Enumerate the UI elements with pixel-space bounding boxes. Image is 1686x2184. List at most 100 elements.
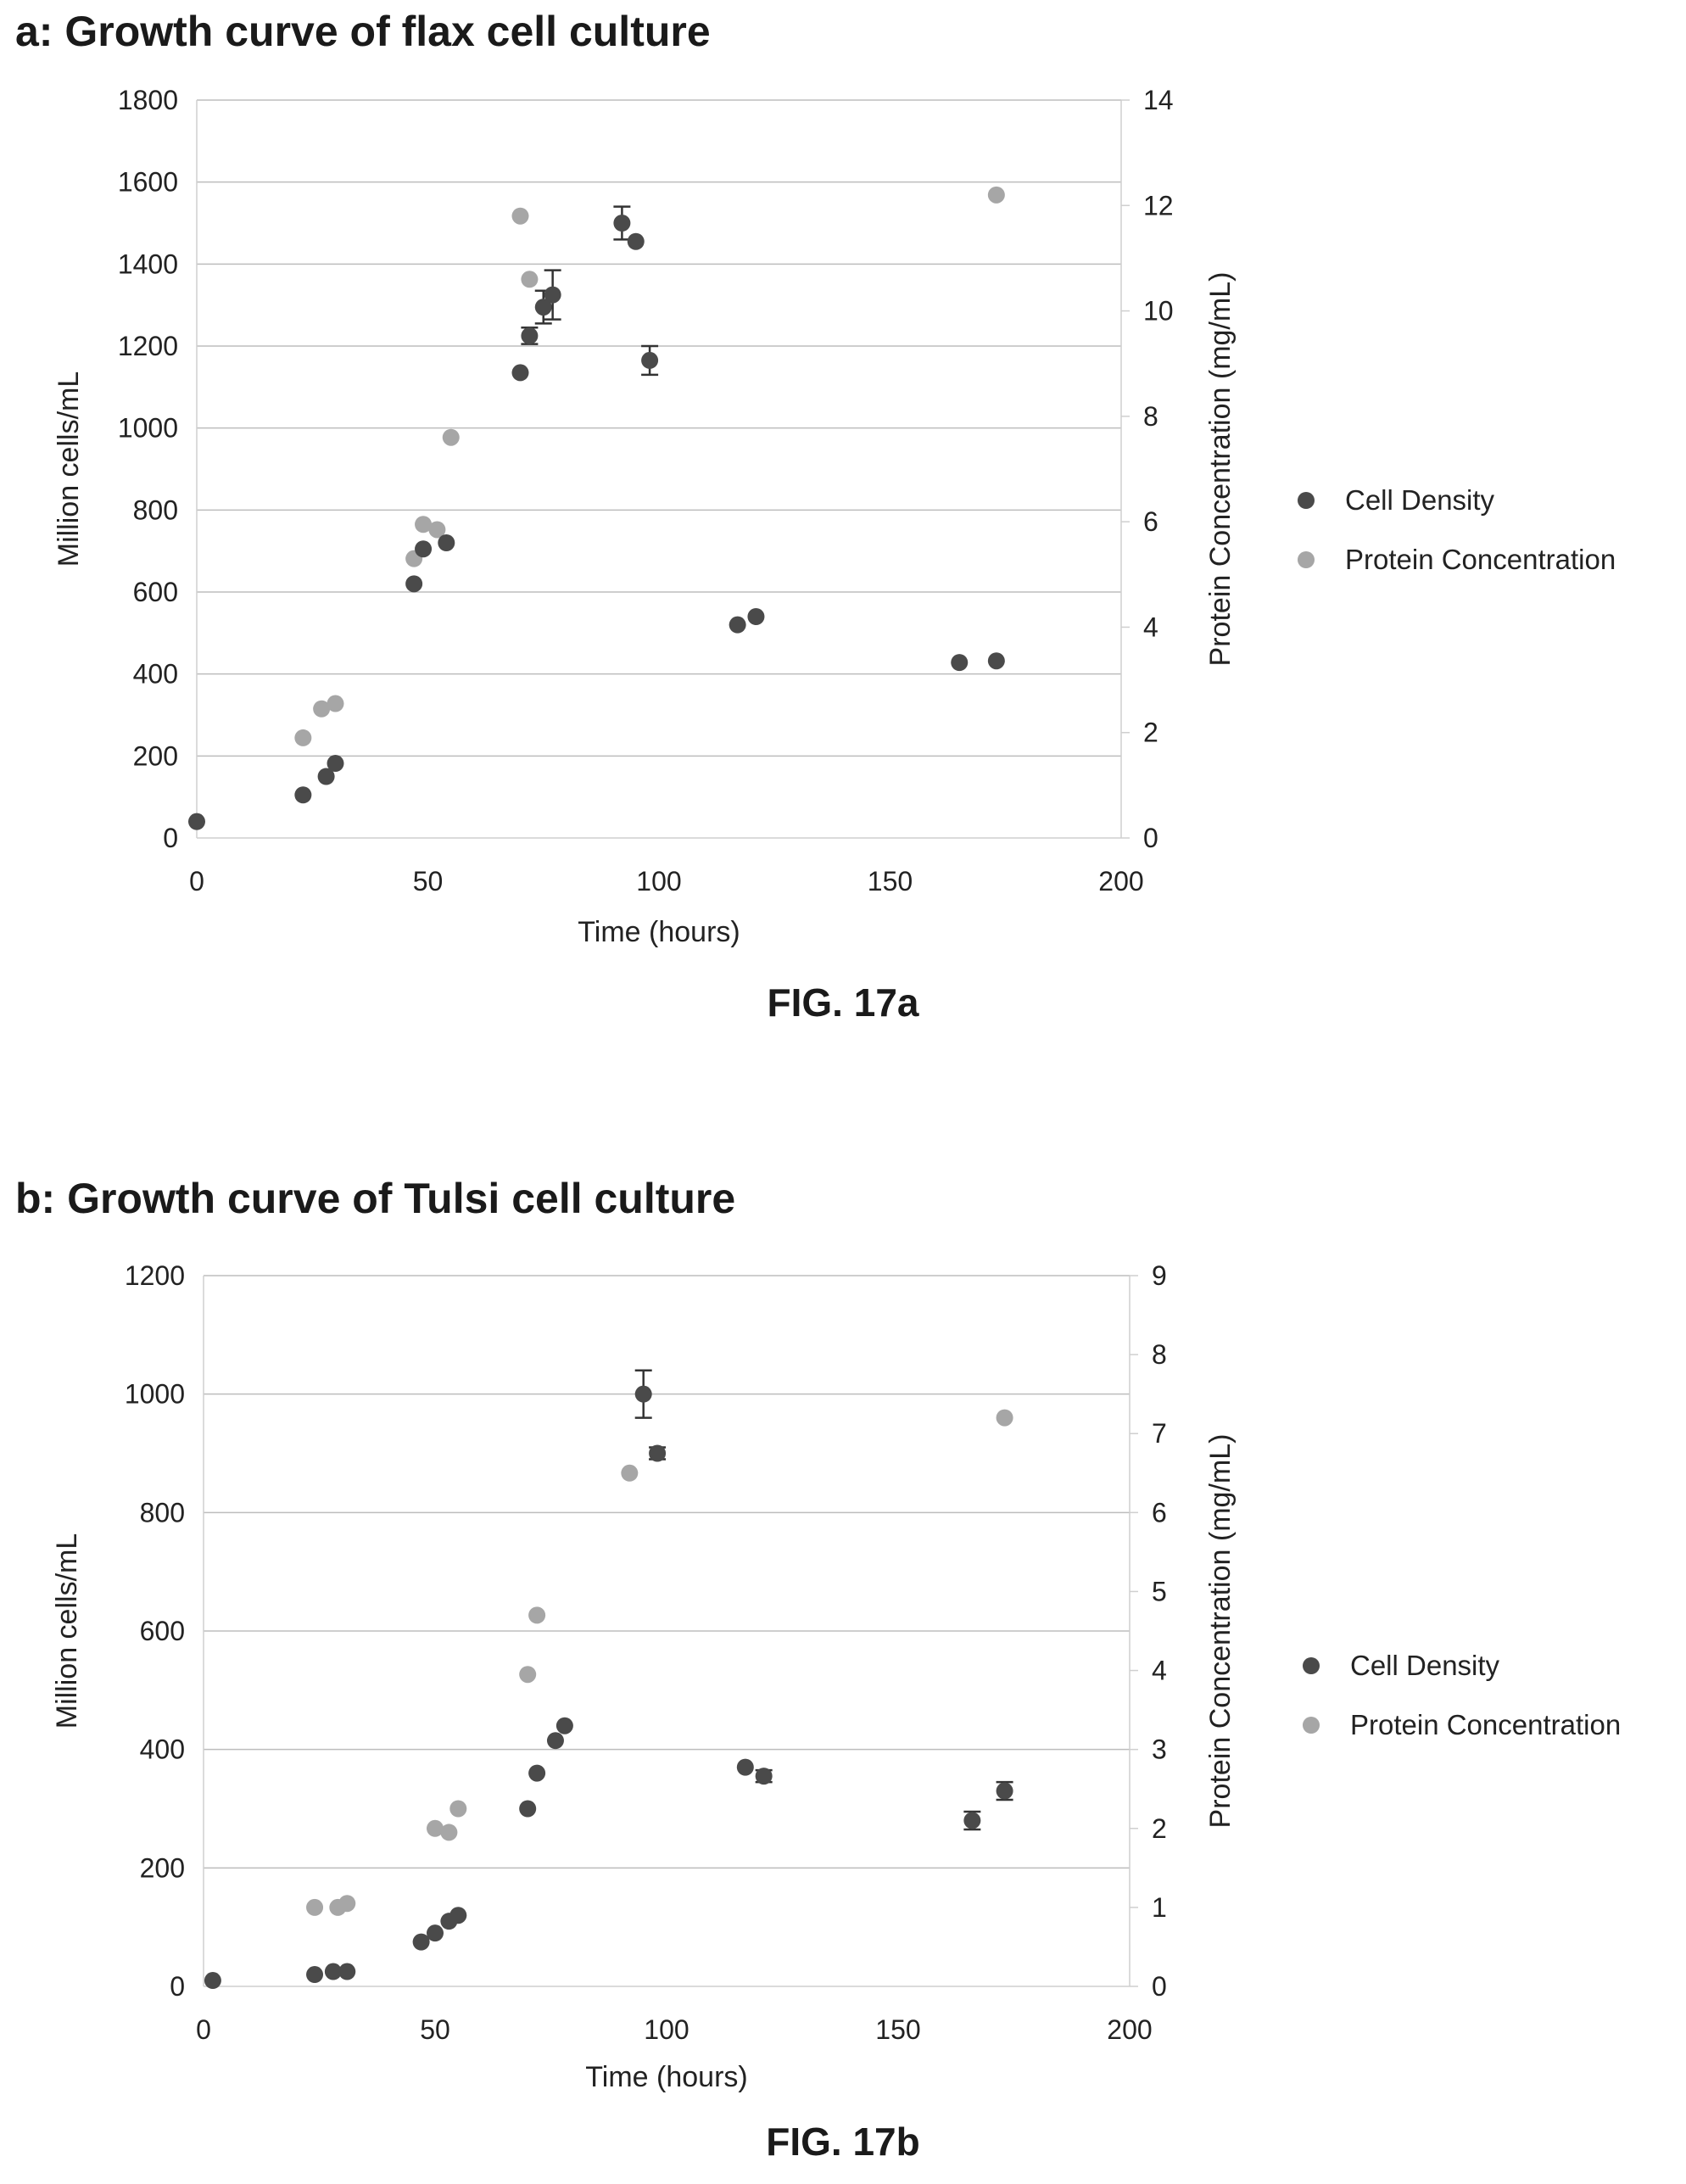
legend-marker bbox=[1298, 551, 1315, 568]
x-tick-label: 50 bbox=[413, 866, 444, 897]
figure-label: FIG. 17a bbox=[767, 980, 919, 1025]
cell-density-point bbox=[317, 768, 335, 785]
y-tick-label: 800 bbox=[133, 494, 178, 525]
protein-concentration-point bbox=[528, 1606, 546, 1624]
y-tick-label: 400 bbox=[140, 1734, 185, 1765]
cell-density-point bbox=[521, 327, 539, 344]
cell-density-point bbox=[204, 1972, 221, 1990]
cell-density-point bbox=[294, 786, 312, 804]
y2-tick-label: 0 bbox=[1152, 1971, 1167, 2002]
cell-density-point bbox=[987, 652, 1005, 670]
x-axis-label: Time (hours) bbox=[578, 916, 740, 948]
protein-concentration-point bbox=[313, 700, 331, 718]
y-tick-label: 1200 bbox=[125, 1260, 185, 1291]
legend-marker bbox=[1298, 492, 1315, 509]
y2-tick-label: 2 bbox=[1143, 718, 1158, 748]
cell-density-point bbox=[951, 654, 969, 672]
y-tick-label: 1400 bbox=[118, 249, 178, 279]
protein-concentration-point bbox=[415, 516, 433, 533]
y-axis-label: Million cells/mL bbox=[51, 1533, 83, 1729]
y-tick-label: 200 bbox=[140, 1852, 185, 1883]
protein-concentration-point bbox=[521, 271, 539, 288]
y2-tick-label: 9 bbox=[1152, 1260, 1167, 1291]
y2-tick-label: 5 bbox=[1152, 1576, 1167, 1606]
protein-concentration-point bbox=[427, 1819, 444, 1837]
y2-tick-label: 14 bbox=[1143, 85, 1174, 115]
y-tick-label: 1600 bbox=[118, 167, 178, 198]
legend-label: Protein Concentration bbox=[1350, 1709, 1621, 1740]
y-tick-label: 200 bbox=[133, 740, 178, 771]
protein-concentration-point bbox=[306, 1898, 324, 1916]
cell-density-point bbox=[649, 1444, 667, 1462]
x-axis-label: Time (hours) bbox=[585, 2061, 747, 2093]
x-tick-label: 200 bbox=[1098, 866, 1143, 897]
y-tick-label: 800 bbox=[140, 1497, 185, 1528]
y-tick-label: 400 bbox=[133, 659, 178, 690]
panel-a: a: Growth curve of flax cell culture 0 20… bbox=[0, 0, 1686, 1052]
y2-tick-label: 1 bbox=[1152, 1892, 1167, 1923]
x-tick-label: 100 bbox=[636, 866, 681, 897]
protein-concentration-point bbox=[621, 1464, 639, 1482]
y2-tick-label: 2 bbox=[1152, 1813, 1167, 1844]
legend-marker bbox=[1303, 1657, 1320, 1674]
y2-tick-label: 8 bbox=[1152, 1339, 1167, 1370]
protein-concentration-point bbox=[449, 1800, 467, 1818]
y2-tick-label: 4 bbox=[1143, 612, 1158, 642]
y-axis-label: Million cells/mL bbox=[53, 371, 85, 567]
y2-tick-label: 4 bbox=[1152, 1656, 1167, 1686]
protein-concentration-point bbox=[996, 1409, 1013, 1427]
y-tick-label: 1200 bbox=[118, 331, 178, 361]
protein-concentration-point bbox=[442, 428, 460, 446]
cell-density-point bbox=[996, 1782, 1013, 1800]
cell-density-point bbox=[534, 299, 552, 316]
protein-concentration-point bbox=[519, 1666, 537, 1684]
y-tick-label: 0 bbox=[170, 1971, 185, 2002]
y-tick-label: 1800 bbox=[118, 85, 178, 115]
protein-concentration-point bbox=[987, 186, 1005, 204]
cell-density-point bbox=[755, 1768, 773, 1785]
y2-tick-label: 6 bbox=[1143, 506, 1158, 537]
cell-density-point bbox=[415, 540, 433, 558]
x-tick-label: 0 bbox=[189, 866, 204, 897]
legend-label: Cell Density bbox=[1350, 1650, 1500, 1681]
figure-label: FIG. 17b bbox=[766, 2120, 920, 2164]
y-tick-label: 600 bbox=[133, 577, 178, 607]
cell-density-point bbox=[544, 286, 561, 304]
cell-density-point bbox=[747, 608, 765, 625]
cell-density-point bbox=[634, 1385, 652, 1403]
y2-tick-label: 10 bbox=[1143, 296, 1174, 327]
cell-density-point bbox=[528, 1764, 546, 1782]
y2-tick-label: 0 bbox=[1143, 823, 1158, 853]
legend-label: Protein Concentration bbox=[1345, 544, 1616, 575]
panel-title: b: Growth curve of Tulsi cell culture bbox=[15, 1175, 736, 1222]
cell-density-point bbox=[405, 575, 423, 593]
cell-density-point bbox=[412, 1933, 430, 1951]
cell-density-point bbox=[338, 1963, 356, 1980]
cell-density-point bbox=[327, 755, 344, 773]
cell-density-point bbox=[324, 1963, 342, 1980]
x-tick-label: 150 bbox=[875, 2014, 920, 2045]
y-tick-label: 1000 bbox=[118, 413, 178, 444]
cell-density-point bbox=[555, 1717, 573, 1734]
y2-axis-label: Protein Concentration (mg/mL) bbox=[1204, 272, 1237, 667]
y-tick-label: 0 bbox=[163, 823, 178, 853]
cell-density-point bbox=[438, 534, 455, 551]
cell-density-point bbox=[736, 1758, 754, 1776]
protein-concentration-point bbox=[440, 1824, 458, 1841]
cell-density-point bbox=[963, 1812, 981, 1829]
protein-concentration-point bbox=[428, 521, 446, 539]
legend-label: Cell Density bbox=[1345, 484, 1495, 516]
cell-density-point bbox=[511, 364, 529, 382]
x-tick-label: 200 bbox=[1107, 2014, 1152, 2045]
legend-marker bbox=[1303, 1717, 1320, 1734]
cell-density-point bbox=[449, 1907, 467, 1924]
cell-density-point bbox=[641, 351, 659, 369]
protein-concentration-point bbox=[327, 695, 344, 712]
protein-concentration-point bbox=[294, 729, 312, 746]
cell-density-point bbox=[427, 1924, 444, 1942]
y2-axis-label: Protein Concentration (mg/mL) bbox=[1204, 1434, 1237, 1829]
y2-tick-label: 7 bbox=[1152, 1418, 1167, 1449]
y-tick-label: 1000 bbox=[125, 1379, 185, 1410]
